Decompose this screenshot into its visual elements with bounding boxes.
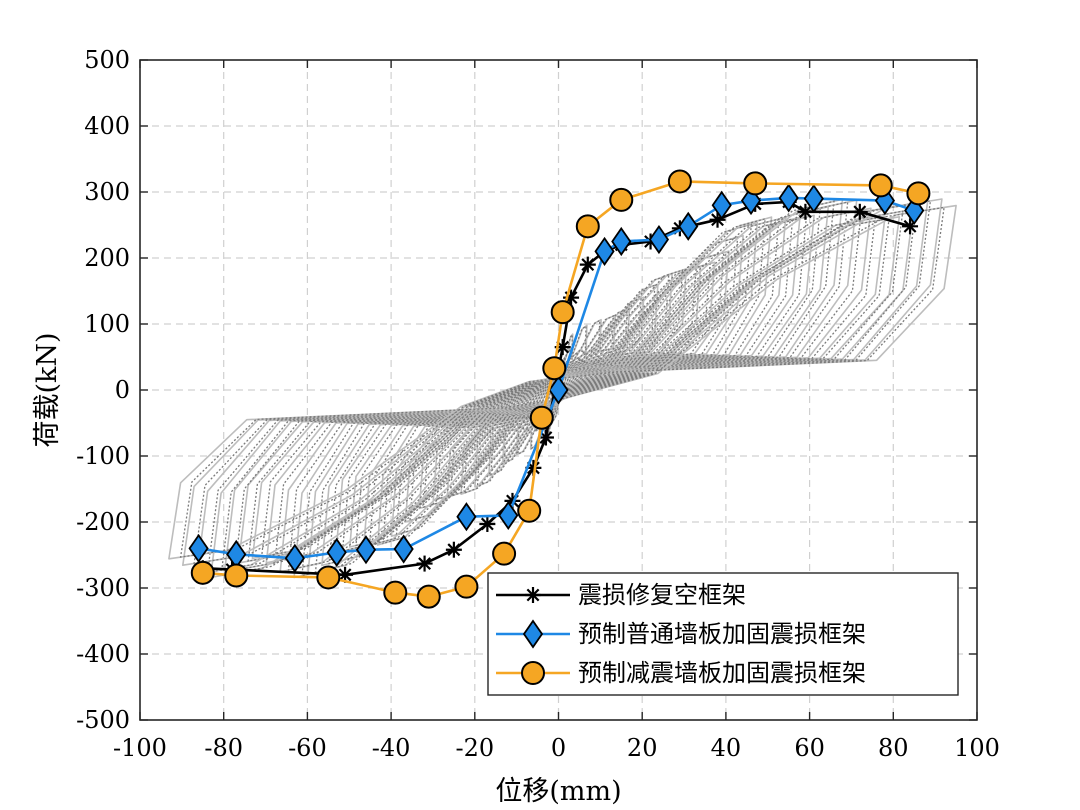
legend-entry-repaired-frame: 震损修复空框架 bbox=[496, 581, 746, 609]
y-tick-label: -300 bbox=[76, 574, 130, 602]
series-2-point bbox=[906, 181, 931, 206]
series-1-point bbox=[548, 375, 569, 405]
series-1-point bbox=[284, 543, 305, 573]
series-2-point bbox=[743, 171, 768, 196]
y-tick-label: -100 bbox=[76, 442, 130, 470]
hysteresis-loop-dotted bbox=[449, 274, 670, 498]
series-1-point bbox=[498, 500, 519, 530]
y-tick-label: 200 bbox=[84, 244, 130, 272]
series-1-point bbox=[393, 534, 414, 564]
series-2-point bbox=[316, 565, 341, 590]
legend-label-repaired-frame: 震损修复空框架 bbox=[578, 581, 746, 609]
y-tick-label: -200 bbox=[76, 508, 130, 536]
series-1-point bbox=[456, 502, 477, 532]
legend-entry-ordinary-wall: 预制普通墙板加固震损框架 bbox=[496, 619, 866, 649]
y-tick-label: -500 bbox=[76, 706, 130, 734]
x-tick-label: -100 bbox=[113, 734, 167, 762]
series-1-point bbox=[648, 224, 670, 255]
series-0-point bbox=[579, 256, 596, 273]
ticks: -100 -80 -60 -40 -20 0 20 40 60 80 100-500-400-300… bbox=[76, 46, 1000, 762]
x-tick-label: 60 bbox=[794, 734, 825, 762]
series-1-point bbox=[711, 190, 732, 220]
series-1-point bbox=[355, 535, 377, 565]
x-tick-label: 80 bbox=[878, 734, 909, 762]
y-tick-label: -400 bbox=[76, 640, 130, 668]
x-tick-label: -20 bbox=[455, 734, 494, 762]
series-2-point bbox=[517, 498, 542, 523]
hysteresis-loop-dotted bbox=[206, 202, 918, 574]
series-1-point bbox=[611, 226, 632, 257]
series-1-point bbox=[594, 236, 615, 266]
hysteresis-loop-dotted bbox=[355, 217, 766, 547]
series-group bbox=[188, 169, 931, 609]
series-2-point bbox=[529, 405, 554, 430]
y-tick-label: 400 bbox=[84, 112, 130, 140]
series-2-point bbox=[550, 300, 575, 325]
y-tick-label: 500 bbox=[84, 46, 130, 74]
hysteresis-loop-dotted bbox=[328, 218, 794, 565]
hysteresis-loop-dotted bbox=[179, 206, 945, 558]
series-1-point bbox=[188, 533, 209, 563]
series-0-point bbox=[445, 541, 462, 558]
y-tick-label: 100 bbox=[84, 310, 130, 338]
y-tick-label: 300 bbox=[84, 178, 130, 206]
series-1 bbox=[188, 183, 925, 573]
series-2-point bbox=[575, 214, 600, 239]
x-tick-label: 40 bbox=[711, 734, 742, 762]
series-2-point bbox=[667, 169, 692, 194]
x-tick-label: -80 bbox=[204, 734, 243, 762]
grid bbox=[140, 60, 977, 720]
hysteresis-loop-dotted bbox=[368, 223, 753, 547]
legend: 震损修复空框架 预制普通墙板加固震损框架 预制减震墙板加固震损框架 bbox=[487, 572, 959, 696]
series-2-point bbox=[609, 187, 634, 212]
x-tick-label: 0 bbox=[551, 734, 566, 762]
series-line-0 bbox=[202, 200, 911, 577]
series-0-point bbox=[416, 555, 433, 572]
series-1-point bbox=[678, 211, 699, 241]
series-0-point bbox=[479, 515, 496, 532]
series-1-point bbox=[326, 537, 347, 567]
legend-marker bbox=[525, 587, 541, 603]
series-0-point bbox=[902, 218, 919, 235]
legend-marker bbox=[521, 661, 545, 685]
series-2-point bbox=[416, 584, 441, 609]
series-1-point bbox=[803, 184, 824, 214]
series-2-point bbox=[454, 574, 479, 599]
hysteresis-loop-dotted bbox=[341, 218, 780, 553]
series-1-point bbox=[778, 183, 799, 213]
series-0-point bbox=[797, 203, 814, 220]
x-axis-title: 位移(mm) bbox=[495, 776, 621, 807]
series-2-point bbox=[383, 580, 408, 605]
series-2-point bbox=[868, 173, 893, 198]
legend-entry-damping-wall: 预制减震墙板加固震损框架 bbox=[496, 659, 866, 687]
series-2-point bbox=[492, 541, 517, 566]
x-tick-label: 20 bbox=[627, 734, 658, 762]
series-2 bbox=[190, 169, 931, 609]
series-0-point bbox=[851, 203, 868, 220]
x-tick-label: -40 bbox=[372, 734, 411, 762]
legend-label-damping-wall: 预制减震墙板加固震损框架 bbox=[578, 659, 866, 687]
series-2-point bbox=[542, 356, 567, 381]
x-tick-label: 100 bbox=[954, 734, 1000, 762]
legend-label-ordinary-wall: 预制普通墙板加固震损框架 bbox=[578, 620, 866, 648]
y-axis-title: 荷载(kN) bbox=[32, 332, 63, 447]
series-2-point bbox=[224, 563, 249, 588]
hysteresis-loop-dotted bbox=[409, 262, 711, 522]
hysteresis-loop-dotted bbox=[314, 216, 808, 574]
series-2-point bbox=[190, 560, 215, 585]
y-tick-label: 0 bbox=[115, 376, 130, 404]
legend-marker bbox=[522, 619, 544, 649]
hysteresis-loop-dotted bbox=[436, 269, 684, 501]
x-tick-label: -60 bbox=[288, 734, 327, 762]
